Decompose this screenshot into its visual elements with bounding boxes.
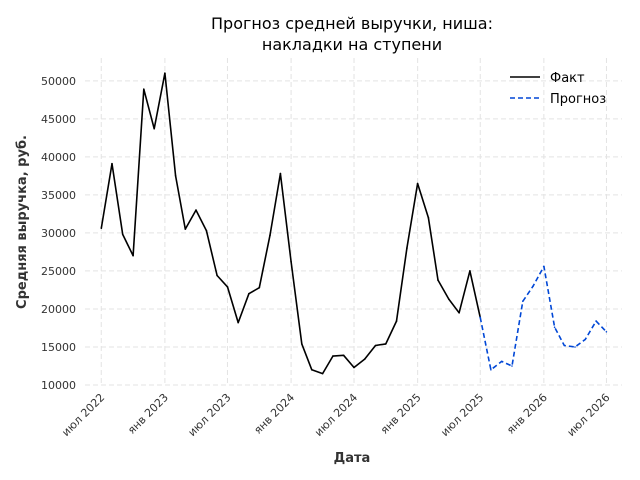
y-tick-label: 45000 [41, 113, 76, 126]
data-point [479, 316, 482, 319]
legend-label-forecast: Прогноз [550, 92, 606, 107]
data-point [216, 274, 218, 277]
data-point [458, 312, 460, 314]
data-point [584, 338, 587, 341]
data-point [353, 366, 355, 369]
data-point [385, 343, 387, 345]
x-tick-label: янв 2024 [251, 391, 297, 437]
data-point [332, 355, 334, 357]
data-point [427, 216, 430, 219]
data-point [406, 247, 408, 249]
data-point [321, 372, 324, 375]
data-point [153, 127, 155, 130]
x-tick-label: июл 2024 [312, 391, 360, 439]
data-point [522, 300, 524, 303]
data-point [490, 369, 492, 371]
data-point [605, 331, 608, 333]
data-point [111, 162, 113, 165]
data-point [132, 254, 134, 257]
data-point [184, 228, 187, 230]
data-point [121, 233, 124, 236]
data-point [290, 261, 292, 263]
y-tick-label: 30000 [41, 227, 76, 240]
y-tick-label: 40000 [41, 151, 76, 164]
data-point [342, 354, 345, 357]
data-point [258, 286, 261, 289]
y-tick-label: 20000 [41, 303, 76, 316]
data-point [164, 72, 166, 74]
data-point [195, 209, 197, 211]
data-point [448, 298, 450, 300]
data-point [248, 292, 250, 295]
x-tick-label: июл 2026 [565, 391, 613, 439]
data-point [469, 270, 471, 272]
data-point [437, 279, 439, 281]
series-lines [100, 72, 608, 375]
data-point [237, 321, 239, 324]
data-point [143, 88, 145, 90]
x-tick-label: янв 2023 [125, 391, 171, 437]
y-tick-label: 35000 [41, 189, 76, 202]
x-axis-label: Дата [334, 451, 371, 466]
legend: Факт Прогноз [510, 71, 606, 107]
data-point [100, 227, 103, 230]
data-point [395, 320, 398, 322]
y-tick-label: 15000 [41, 341, 76, 354]
data-point [500, 360, 503, 363]
grid [85, 58, 622, 386]
x-tick-label: июл 2023 [186, 391, 234, 439]
data-point [374, 344, 377, 347]
series-line-forecast [479, 265, 607, 371]
data-point [363, 358, 366, 360]
data-point [553, 326, 556, 329]
data-point [416, 182, 419, 185]
data-point [205, 229, 208, 232]
data-point [543, 265, 545, 268]
data-point [532, 285, 534, 287]
legend-label-fact: Факт [550, 71, 585, 86]
data-point [301, 343, 303, 345]
data-point [269, 234, 271, 236]
chart-title-line-1: Прогноз средней выручки, ниша: [211, 14, 493, 33]
data-point [563, 344, 566, 347]
y-tick-label: 10000 [41, 379, 76, 392]
x-tick-label: июл 2022 [59, 391, 107, 439]
data-point [574, 346, 576, 348]
x-axis-ticks: июл 2022 янв 2023 июл 2023 янв 2024 июл 2024… [59, 391, 612, 439]
data-point [226, 286, 229, 288]
data-point [311, 369, 313, 371]
x-tick-label: янв 2026 [504, 391, 550, 437]
y-tick-label: 50000 [41, 75, 76, 88]
y-tick-label: 25000 [41, 265, 76, 278]
x-tick-label: июл 2025 [438, 391, 486, 439]
y-axis-label: Средняя выручка, руб. [15, 135, 30, 309]
chart-title-line-2: накладки на ступени [262, 35, 442, 54]
data-point [595, 320, 597, 322]
y-axis-ticks: 10000 15000 20000 25000 30000 35000 40000 45000… [41, 75, 76, 392]
data-point [511, 365, 513, 367]
data-point [174, 175, 177, 177]
x-tick-label: янв 2025 [378, 391, 424, 437]
data-point [279, 172, 282, 175]
